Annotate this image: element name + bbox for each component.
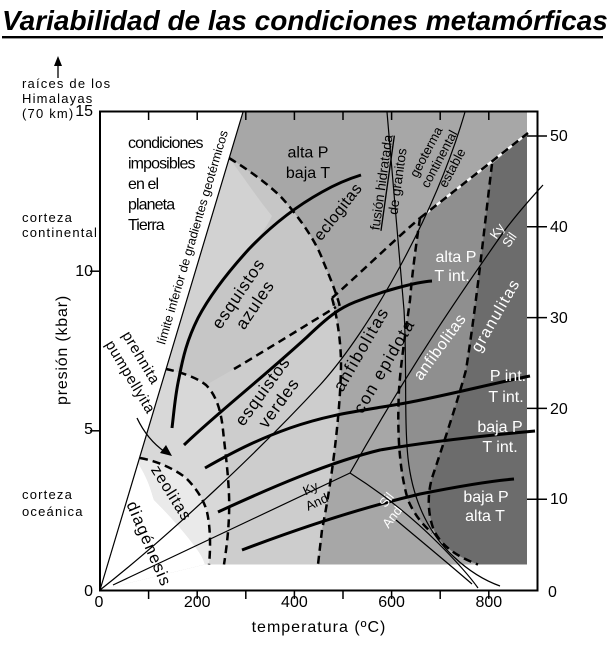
svg-text:continental: continental	[22, 225, 98, 240]
svg-text:600: 600	[378, 594, 405, 611]
svg-text:presión (kbar): presión (kbar)	[54, 295, 71, 405]
svg-text:T int.: T int.	[434, 268, 469, 285]
svg-text:condiciones: condiciones	[128, 135, 204, 152]
svg-text:corteza: corteza	[22, 210, 73, 225]
svg-text:raíces de los: raíces de los	[22, 76, 111, 91]
svg-text:50: 50	[550, 128, 568, 145]
svg-text:corteza: corteza	[22, 487, 73, 502]
svg-text:Tierra: Tierra	[128, 217, 165, 234]
svg-text:imposibles: imposibles	[128, 156, 195, 173]
svg-text:10: 10	[75, 263, 93, 280]
svg-text:Variabilidad de las condicione: Variabilidad de las condiciones metamórf…	[2, 5, 608, 36]
svg-text:Ky: Ky	[300, 478, 321, 498]
svg-text:Himalayas: Himalayas	[22, 91, 93, 106]
svg-text:40: 40	[550, 219, 568, 236]
svg-text:oceánica: oceánica	[22, 504, 84, 519]
svg-text:baja P: baja P	[463, 489, 508, 506]
svg-text:Sil: Sil	[499, 229, 520, 250]
svg-text:planeta: planeta	[128, 197, 175, 214]
svg-text:10: 10	[550, 491, 568, 508]
svg-text:T int.: T int.	[488, 389, 523, 406]
svg-text:baja T: baja T	[286, 165, 330, 182]
svg-text:baja P: baja P	[477, 419, 522, 436]
svg-text:15: 15	[75, 103, 93, 120]
svg-text:alta T: alta T	[465, 508, 505, 525]
svg-text:temperatura (ºC): temperatura (ºC)	[252, 619, 387, 636]
svg-text:20: 20	[550, 401, 568, 418]
svg-text:alta P: alta P	[436, 249, 477, 266]
svg-text:(70 km): (70 km)	[22, 106, 74, 121]
svg-text:5: 5	[84, 421, 93, 438]
svg-text:800: 800	[475, 594, 502, 611]
svg-text:0: 0	[84, 583, 93, 600]
svg-text:400: 400	[281, 594, 308, 611]
svg-text:T int.: T int.	[482, 439, 517, 456]
svg-text:200: 200	[184, 594, 211, 611]
svg-text:alta P: alta P	[288, 145, 329, 162]
svg-text:P int.: P int.	[490, 368, 526, 385]
svg-text:0: 0	[548, 584, 557, 601]
svg-text:0: 0	[95, 594, 104, 611]
svg-text:30: 30	[550, 310, 568, 327]
svg-text:en el: en el	[128, 176, 159, 193]
